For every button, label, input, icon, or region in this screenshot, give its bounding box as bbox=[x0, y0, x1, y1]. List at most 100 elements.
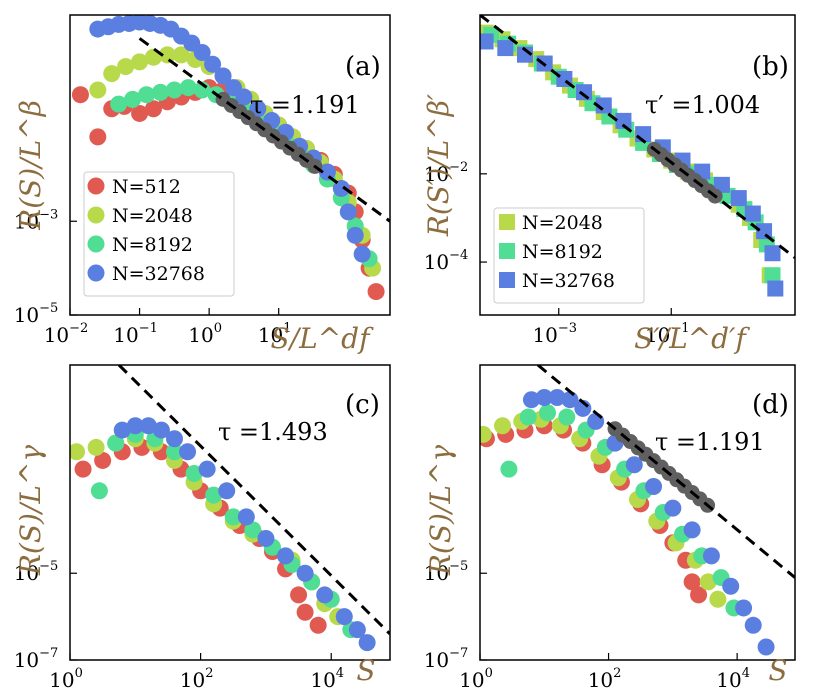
axes-frame-d bbox=[479, 364, 796, 661]
data-point-c-N=32768 bbox=[218, 482, 236, 500]
x-tick-label: 10−3 bbox=[532, 321, 577, 347]
data-point-c-N=8192 bbox=[205, 486, 223, 504]
data-point-a-N=8192 bbox=[110, 95, 128, 113]
data-point-a-N=32768 bbox=[339, 203, 357, 221]
x-axis-label-a: S/L^df bbox=[271, 322, 375, 355]
tau-annotation-d: τ =1.191 bbox=[655, 428, 765, 456]
data-point-d-N=32768 bbox=[757, 638, 775, 656]
data-point-b-N=8192 bbox=[764, 267, 781, 284]
data-point-c-N=32768 bbox=[126, 417, 144, 435]
legend-marker bbox=[499, 214, 515, 230]
data-point-a-N=2048 bbox=[131, 53, 149, 71]
data-point-d-N=32768 bbox=[744, 616, 762, 634]
x-tick-label: 10−2 bbox=[44, 321, 89, 347]
data-point-a-N=2048 bbox=[172, 46, 190, 64]
data-point-a-N=32768 bbox=[346, 226, 364, 244]
legend-box-b bbox=[493, 207, 645, 304]
data-point-c-N=32768 bbox=[257, 530, 275, 548]
data-point-c-N=32768 bbox=[152, 421, 170, 439]
data-point-d-N=2048 bbox=[480, 425, 492, 443]
data-point-a-N=32768 bbox=[214, 67, 232, 85]
data-point-c-N=32768 bbox=[277, 547, 295, 565]
panel-label-b: (b) bbox=[752, 52, 789, 82]
data-point-d-N=2048 bbox=[494, 417, 511, 435]
data-point-d-N=32768 bbox=[722, 577, 740, 595]
data-point-d-N=32768 bbox=[561, 391, 579, 409]
legend-marker bbox=[499, 243, 515, 259]
data-point-c-N=512 bbox=[309, 616, 327, 634]
data-point-a-N=8192 bbox=[165, 81, 183, 99]
data-point-c-N=8192 bbox=[185, 464, 203, 482]
data-point-d-N=8192 bbox=[500, 460, 518, 478]
y-tick-label: 10−5 bbox=[424, 559, 469, 585]
data-point-a-N=32768 bbox=[318, 163, 336, 181]
fit-line-a bbox=[138, 37, 390, 223]
data-point-d-N=32768 bbox=[702, 547, 720, 565]
data-point-a-N=32768 bbox=[204, 55, 222, 73]
x-tick-label: 101 bbox=[258, 321, 292, 347]
x-tick-label: 104 bbox=[716, 666, 750, 692]
data-point-a-N=32768 bbox=[193, 44, 211, 61]
x-tick-label: 100 bbox=[49, 666, 83, 692]
data-point-d-N=512 bbox=[683, 573, 701, 591]
x-axis-label-d: S bbox=[768, 654, 787, 687]
data-point-a-N=512 bbox=[367, 283, 385, 301]
plot-area-c bbox=[70, 365, 390, 652]
data-point-c-N=512 bbox=[94, 451, 112, 469]
data-point-a-N=8192 bbox=[179, 79, 197, 97]
data-point-c-N=32768 bbox=[316, 586, 334, 604]
data-point-a-N=32768 bbox=[332, 179, 350, 197]
plot-area-a bbox=[71, 15, 390, 301]
data-point-c-N=2048 bbox=[70, 443, 86, 461]
data-point-b-N=32768 bbox=[764, 245, 781, 262]
data-point-d-N=8192 bbox=[558, 408, 576, 426]
tau-annotation-b: τ′ =1.004 bbox=[645, 91, 760, 119]
y-axis-label-b: R(S′)/L^β′ bbox=[422, 93, 455, 237]
data-point-a-N=512 bbox=[71, 86, 89, 104]
y-tick-label: 10−2 bbox=[424, 160, 469, 186]
data-point-c-N=512 bbox=[290, 586, 308, 604]
data-point-b-N=32768 bbox=[713, 176, 730, 193]
data-point-c-N=8192 bbox=[165, 443, 183, 461]
data-point-b-N=32768 bbox=[497, 40, 514, 57]
data-point-b-N=32768 bbox=[576, 84, 593, 101]
data-point-c-N=32768 bbox=[358, 634, 376, 652]
legend-box-a bbox=[83, 171, 235, 297]
data-point-d-N=8192 bbox=[539, 404, 556, 422]
axes-frame-c bbox=[69, 364, 391, 661]
data-point-a-N=32768 bbox=[235, 88, 253, 106]
panel-label-a: (a) bbox=[345, 52, 381, 82]
data-point-a-N=2048 bbox=[158, 46, 176, 64]
legend-marker bbox=[87, 177, 105, 195]
data-point-c-N=8192 bbox=[244, 521, 262, 539]
data-point-d-N=2048 bbox=[699, 573, 717, 591]
data-point-c-N=32768 bbox=[296, 564, 314, 582]
data-point-d-N=2048 bbox=[709, 590, 727, 608]
panel-label-c: (c) bbox=[345, 390, 380, 420]
data-point-c-N=32768 bbox=[335, 608, 353, 626]
data-point-d-N=512 bbox=[690, 586, 708, 604]
data-point-c-N=32768 bbox=[113, 421, 131, 439]
data-point-a-N=8192 bbox=[138, 86, 156, 104]
panel-label-d: (d) bbox=[752, 390, 789, 420]
data-point-d-N=8192 bbox=[519, 408, 537, 426]
data-point-b-N=32768 bbox=[744, 205, 761, 222]
data-point-d-N=32768 bbox=[587, 412, 605, 430]
data-point-a-N=512 bbox=[89, 128, 107, 146]
data-point-d-N=32768 bbox=[683, 521, 701, 539]
x-tick-label: 104 bbox=[310, 666, 344, 692]
legend-marker bbox=[87, 206, 105, 224]
data-point-a-N=2048 bbox=[89, 81, 107, 99]
legend-marker bbox=[87, 264, 105, 282]
legend-entry: N=2048 bbox=[112, 205, 193, 227]
data-point-c-N=32768 bbox=[165, 430, 183, 448]
tau-annotation-a: τ =1.191 bbox=[250, 91, 360, 119]
fit-line-b bbox=[480, 15, 795, 259]
legend-entry: N=32768 bbox=[522, 270, 615, 292]
legend-entry: N=8192 bbox=[112, 234, 193, 256]
data-point-a-N=8192 bbox=[151, 83, 169, 101]
data-point-b-N=32768 bbox=[767, 280, 784, 297]
